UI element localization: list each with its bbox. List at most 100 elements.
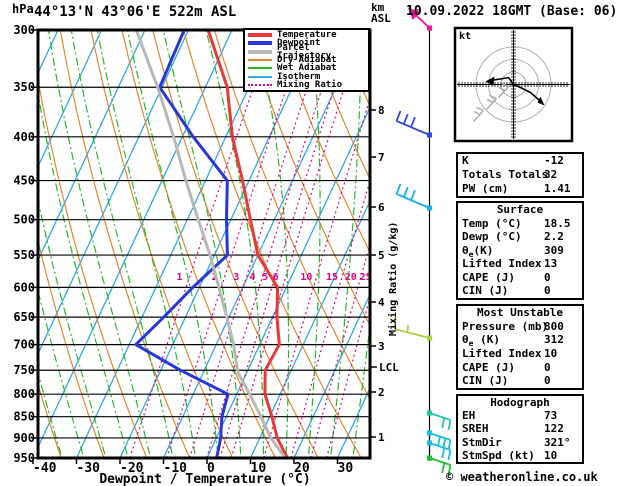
legend-label: Parcel Trajectory: [277, 42, 332, 61]
dry-adiabat-line: [213, 30, 370, 401]
param-value: 0: [544, 270, 551, 284]
param-label: Lifted Index: [462, 346, 542, 360]
pressure-tick-label: 850: [13, 410, 35, 424]
wind-barb-dot: [427, 455, 432, 461]
panel-title: Hodograph: [490, 396, 550, 409]
legend-label: Wet Adiabat: [277, 63, 337, 74]
wind-barb-stroke: [396, 120, 430, 136]
temp-tick-label: -30: [77, 461, 101, 476]
wind-barb-dot: [427, 440, 432, 446]
legend-label: Temperature: [277, 30, 337, 41]
mixing-ratio-value-label: 4: [249, 272, 255, 283]
hodograph-unit-label: kt: [459, 31, 472, 42]
param-value: 321°: [544, 435, 571, 449]
wet-adiabat-line: [96, 30, 196, 455]
panel-indices: K -12 Totals Totals 32 PW (cm) 1.41: [456, 152, 584, 198]
dewpoint-curve: [134, 30, 230, 458]
legend-swatch-isotherm: [248, 75, 272, 78]
dry-adiabat-line: [38, 382, 62, 458]
wind-barb-dot: [427, 430, 432, 436]
mixing-ratio-axis-title: Mixing Ratio (g/kg): [388, 221, 399, 336]
isotherm-line: [38, 30, 146, 262]
pressure-axis-unit: hPa: [12, 2, 34, 16]
hodograph-wind-barb: [497, 82, 510, 98]
polyline: [473, 110, 481, 116]
wind-barb: [407, 7, 432, 31]
param-row: K -12: [458, 154, 582, 168]
hodograph-arrow-right: [537, 96, 545, 106]
hodograph-trace-low: [490, 76, 515, 85]
run-datetime: 10.09.2022 18GMT (Base: 06): [406, 4, 618, 19]
mixing-ratio-line: [310, 242, 370, 458]
wind-barb: [395, 110, 432, 138]
param-row: StmSpd (kt) 10: [458, 449, 582, 462]
wet-adiabat-line: [330, 30, 362, 455]
legend-item: Mixing Ratio: [248, 80, 368, 89]
param-row: Pressure (mb) 800: [458, 320, 582, 334]
wind-barb-stroke: [396, 193, 430, 209]
dry-adiabat-line: [121, 30, 276, 458]
mixing-ratio-value-label: 6: [273, 272, 279, 283]
param-value: 32: [544, 168, 558, 181]
temp-tick-label: 0: [207, 461, 215, 476]
polyline: [498, 86, 506, 92]
lcl-label: LCL: [379, 361, 399, 374]
wind-barb: [427, 440, 452, 461]
param-value: 13: [544, 257, 558, 271]
pressure-tick-label: 400: [13, 130, 35, 144]
legend-swatch-parcel-trajectory: [248, 49, 272, 54]
temp-tick-label: -10: [164, 461, 188, 476]
pressure-tick-label: 650: [13, 310, 35, 324]
hodograph-wind-barb: [485, 94, 498, 110]
param-value: 0: [544, 360, 551, 374]
dry-adiabat-line: [306, 30, 370, 181]
mixing-ratio-value-label: 20: [345, 272, 357, 283]
wind-barb: [427, 455, 452, 476]
wind-barb-stroke: [410, 116, 416, 128]
param-value: 10: [544, 346, 558, 360]
legend-swatch-wet-adiabat: [248, 67, 272, 70]
wind-barb-stroke: [406, 324, 409, 333]
polyline: [486, 98, 494, 104]
param-value: 800: [544, 319, 564, 333]
param-row: Temp (°C) 18.5: [458, 217, 582, 231]
wind-barb-dot: [427, 335, 432, 341]
dry-adiabat-line: [152, 30, 319, 458]
param-value: 1.41: [544, 182, 571, 195]
mixing-ratio-value-label: 15: [326, 272, 338, 283]
legend-swatch-dry-adiabat: [248, 59, 272, 62]
temp-tick-label: 30: [338, 461, 354, 476]
wind-barb-stroke: [441, 462, 446, 474]
wind-barb-dot: [427, 25, 432, 31]
km-tick-label: 3: [378, 340, 385, 353]
dry-adiabat-line: [275, 30, 370, 254]
legend-swatch-dewpoint: [248, 41, 272, 46]
polyline: [472, 110, 485, 122]
param-row: CIN (J) 0: [458, 284, 582, 298]
plot-border: [36, 28, 372, 460]
temp-axis-title: Dewpoint / Temperature (°C): [99, 472, 311, 486]
legend-label: Dry Adiabat: [277, 55, 337, 66]
param-value: 0: [544, 284, 551, 298]
panel-hodograph: Hodograph EH 73 SREH 122 StmDir 321° StmSpd (kt…: [456, 394, 584, 464]
pressure-tick-label: 500: [13, 213, 35, 227]
wind-barb-stroke: [442, 438, 447, 449]
wind-barb-stroke: [437, 436, 441, 447]
legend-item: Temperature: [248, 30, 368, 41]
param-row: StmDir 321°: [458, 436, 582, 449]
param-label: Lifted Index: [462, 257, 542, 271]
param-value: 0: [544, 374, 551, 388]
polyline: [501, 82, 509, 88]
pressure-tick-label: 750: [13, 363, 35, 377]
temp-tick-label: 10: [251, 461, 267, 476]
polyline: [489, 94, 497, 100]
altitude-axis-unit-asl: ASL: [371, 12, 391, 25]
wet-adiabat-line: [205, 30, 264, 455]
legend-swatch-temperature: [248, 33, 272, 38]
param-label: PW (cm): [462, 182, 509, 195]
mixing-ratio-line: [290, 178, 370, 458]
wet-adiabat-line: [308, 30, 321, 455]
polyline: [476, 106, 484, 112]
param-row: θe (K) 312: [458, 333, 582, 348]
